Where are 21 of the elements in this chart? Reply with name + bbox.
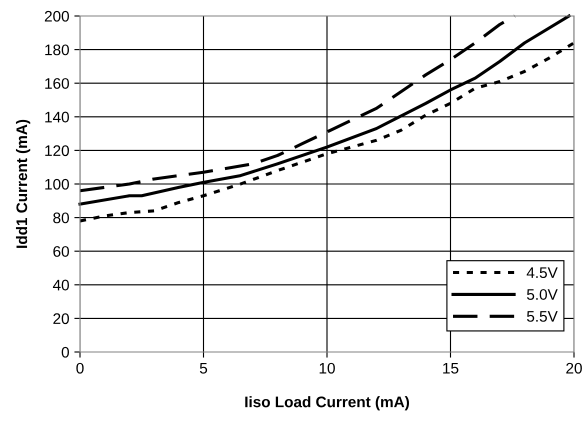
y-tick-label: 40 (52, 280, 69, 290)
legend-label: 5.5V (526, 311, 558, 322)
legend-label: 4.5V (526, 267, 558, 278)
legend-label: 5.0V (526, 289, 558, 300)
y-tick-label: 160 (45, 78, 69, 89)
y-tick-label: 120 (45, 145, 69, 156)
x-tick-label: 10 (320, 362, 335, 374)
y-tick-label: 80 (53, 212, 69, 224)
y-tick-label: 60 (53, 246, 69, 257)
y-tick-label: 0 (62, 346, 69, 358)
x-axis-title: Iiso Load Current (mA) (245, 396, 409, 410)
y-tick-label: 140 (45, 112, 69, 122)
y-tick-label: 200 (44, 10, 69, 22)
x-tick-label: 20 (566, 362, 582, 374)
x-tick-label: 0 (76, 362, 84, 374)
y-tick-label: 180 (45, 44, 69, 56)
y-tick-label: 20 (53, 313, 69, 324)
x-tick-label: 5 (200, 362, 208, 374)
x-tick-label: 15 (443, 362, 458, 374)
y-tick-label: 100 (45, 178, 69, 190)
y-axis-title: Idd1 Current (mA) (16, 120, 30, 248)
